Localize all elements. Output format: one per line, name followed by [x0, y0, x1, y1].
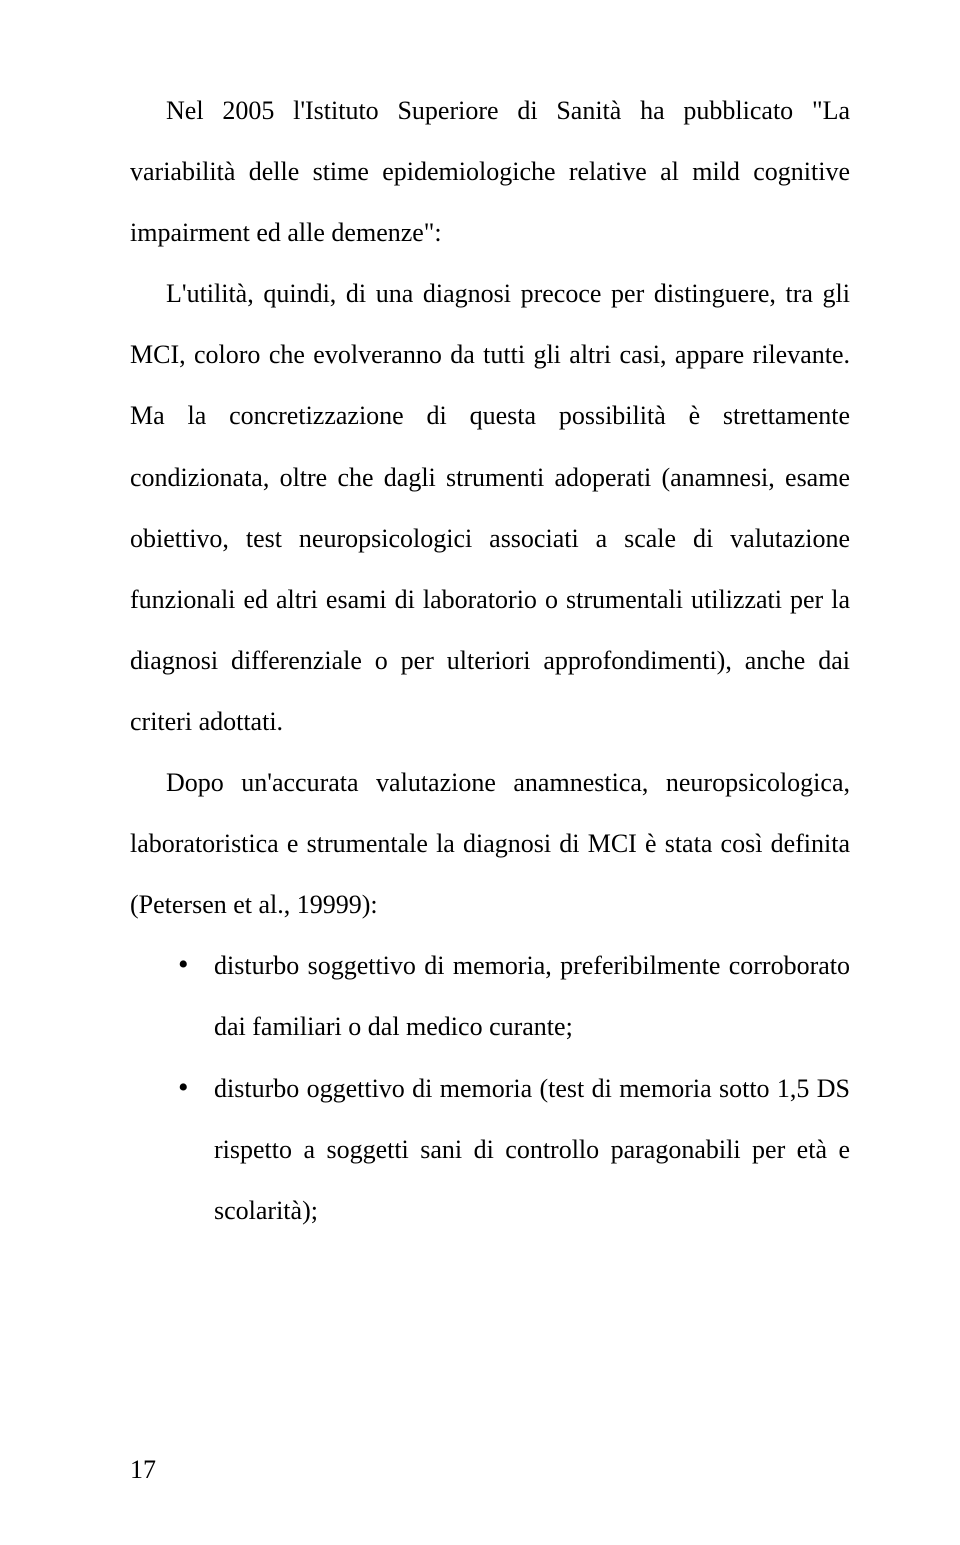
page-number: 17 — [130, 1455, 156, 1485]
paragraph-1: Nel 2005 l'Istituto Superiore di Sanità … — [130, 80, 850, 263]
bullet-list: disturbo soggettivo di memoria, preferib… — [130, 935, 850, 1240]
bullet-item-1: disturbo soggettivo di memoria, preferib… — [178, 935, 850, 1057]
paragraph-2: L'utilità, quindi, di una diagnosi preco… — [130, 263, 850, 752]
paragraph-3: Dopo un'accurata valutazione anamnestica… — [130, 752, 850, 935]
bullet-item-2: disturbo oggettivo di memoria (test di m… — [178, 1058, 850, 1241]
